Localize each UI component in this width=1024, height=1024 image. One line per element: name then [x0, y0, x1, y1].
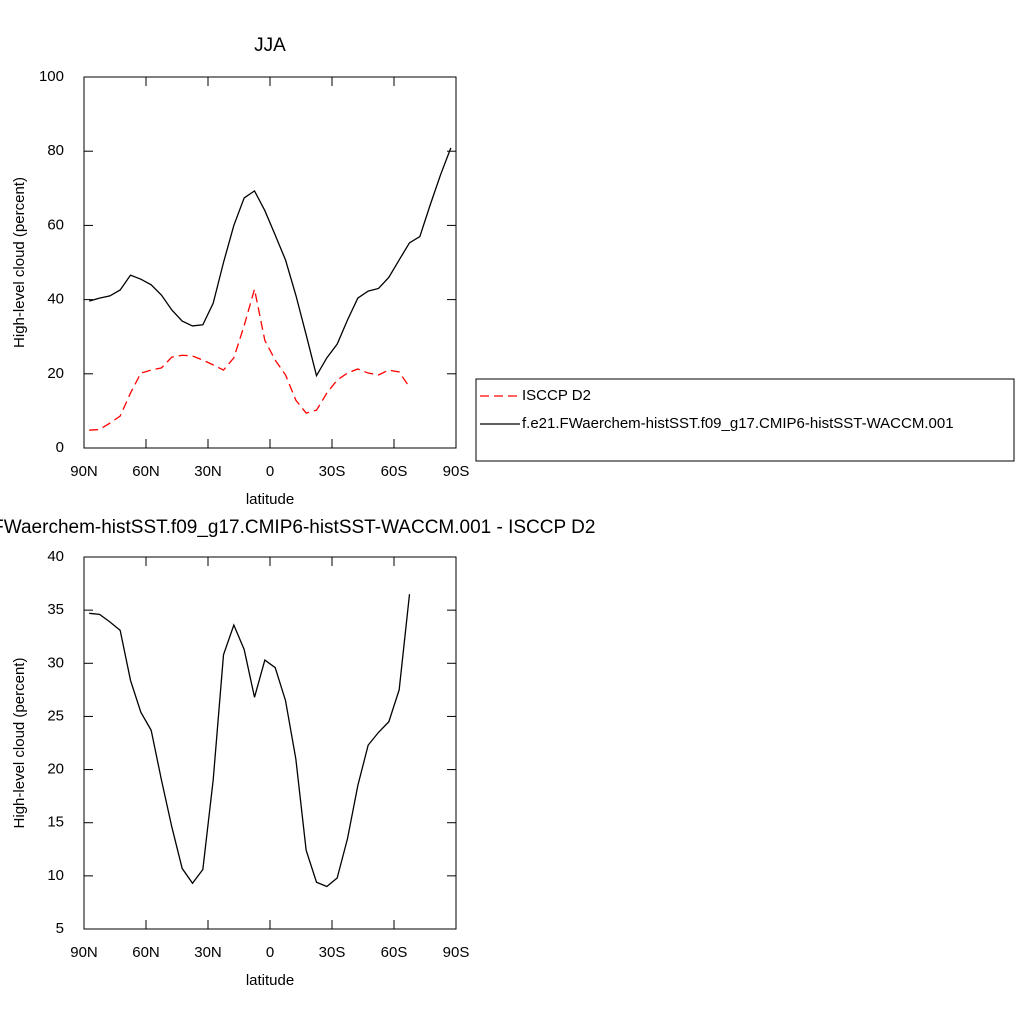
- y-axis-label: High-level cloud (percent): [11, 177, 28, 348]
- y-tick-label: 100: [39, 68, 64, 85]
- x-tick-label: 0: [266, 944, 274, 961]
- x-axis-label: latitude: [246, 491, 294, 508]
- data-line: [89, 594, 411, 888]
- plot-frame: [83, 556, 457, 930]
- x-tick-label: 60S: [381, 463, 408, 480]
- x-tick-label: 90N: [70, 463, 98, 480]
- y-tick-label: 10: [47, 867, 64, 884]
- y-tick-label: 20: [47, 365, 64, 382]
- y-tick-label: 25: [47, 707, 64, 724]
- y-tick-label: 60: [47, 216, 64, 233]
- y-tick-label: 30: [47, 654, 64, 671]
- data-line: [89, 289, 411, 431]
- plot-frame: [83, 76, 457, 449]
- x-tick-label: 30N: [194, 463, 222, 480]
- legend-box: [475, 378, 1015, 462]
- x-tick-label: 30S: [319, 944, 346, 961]
- x-tick-label: 90N: [70, 944, 98, 961]
- y-tick-label: 20: [47, 761, 64, 778]
- legend-label: ISCCP D2: [522, 387, 591, 404]
- x-tick-label: 90S: [443, 944, 470, 961]
- y-tick-label: 40: [47, 548, 64, 565]
- x-tick-label: 60N: [132, 463, 160, 480]
- x-tick-label: 60N: [132, 944, 160, 961]
- y-tick-label: 80: [47, 142, 64, 159]
- y-tick-label: 0: [56, 439, 64, 456]
- y-axis-label: High-level cloud (percent): [11, 658, 28, 829]
- chart-title: JJA: [254, 35, 286, 56]
- x-tick-label: 0: [266, 463, 274, 480]
- legend-label: f.e21.FWaerchem-histSST.f09_g17.CMIP6-hi…: [522, 415, 954, 432]
- data-line: [88, 147, 452, 378]
- y-tick-label: 35: [47, 601, 64, 618]
- y-tick-label: 40: [47, 291, 64, 308]
- x-tick-label: 90S: [443, 463, 470, 480]
- x-tick-label: 60S: [381, 944, 408, 961]
- x-tick-label: 30N: [194, 944, 222, 961]
- x-axis-label: latitude: [246, 972, 294, 989]
- y-tick-label: 5: [56, 920, 64, 937]
- y-tick-label: 15: [47, 814, 64, 831]
- x-tick-label: 30S: [319, 463, 346, 480]
- chart-title: f.e21.FWaerchem-histSST.f09_g17.CMIP6-hi…: [0, 517, 595, 538]
